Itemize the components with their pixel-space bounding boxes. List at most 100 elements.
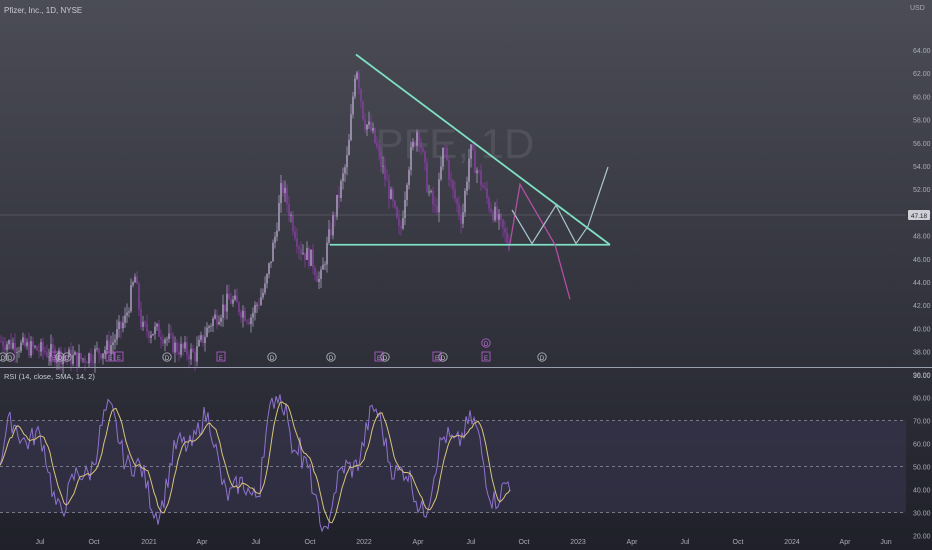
candle-body: [312, 249, 314, 268]
candle-body: [174, 342, 176, 353]
candle-body: [404, 199, 406, 219]
candle-body: [502, 219, 504, 229]
candle-body: [238, 302, 240, 313]
candle-body: [84, 358, 86, 363]
candle-body: [448, 159, 450, 180]
price-axis[interactable]: 64.0062.0060.0058.0056.0054.0052.0050.00…: [913, 48, 931, 380]
candle-body: [326, 242, 328, 265]
event-marker[interactable]: E: [481, 351, 491, 362]
candle-body: [362, 100, 364, 120]
candle-body: [86, 362, 88, 364]
candle-body: [208, 326, 210, 328]
event-marker[interactable]: E: [105, 351, 115, 362]
event-marker[interactable]: D: [380, 352, 390, 362]
event-marker[interactable]: D: [62, 352, 72, 362]
candle-body: [42, 342, 44, 352]
candlestick-series: [0, 69, 510, 375]
event-marker[interactable]: D: [326, 352, 336, 362]
event-marker-letter: D: [58, 356, 63, 362]
triangle-top-line[interactable]: [355, 53, 611, 246]
event-marker[interactable]: D: [438, 352, 448, 362]
rsi-axis[interactable]: 90.00 80.00 70.00 60.00 50.00 40.00 30.00 20.00: [913, 373, 931, 541]
candle-body: [296, 238, 298, 247]
candle-body: [34, 346, 36, 348]
candle-body: [88, 353, 90, 364]
candle-body: [176, 342, 178, 352]
candle-body: [60, 350, 62, 365]
event-marker[interactable]: D: [55, 352, 65, 362]
candle-body: [462, 212, 464, 224]
event-markers[interactable]: D D E D D E E D E D D E D E D E DD: [0, 338, 547, 362]
rsi-tick-label: 80.00: [913, 396, 931, 403]
rsi-title[interactable]: RSI (14, close, SMA, 14, 2): [4, 372, 95, 381]
candle-body: [278, 203, 280, 231]
bullish-projection-path[interactable]: [511, 166, 609, 245]
candle-body: [82, 358, 84, 360]
event-marker-letter: D: [540, 356, 545, 362]
candle-body: [360, 89, 362, 101]
event-marker[interactable]: D: [5, 352, 15, 362]
candle-body: [18, 351, 20, 352]
trendlines[interactable]: [330, 53, 611, 300]
candle-body: [136, 276, 138, 284]
candle-body: [8, 340, 10, 345]
candle-body: [330, 229, 332, 236]
candle-body: [120, 321, 122, 329]
rsi-tick-label: 40.00: [913, 488, 931, 495]
candle-body: [124, 315, 126, 323]
candle-body: [468, 158, 470, 182]
candle-body: [116, 329, 118, 340]
symbol-title[interactable]: Pfizer, Inc., 1D, NYSE: [4, 6, 82, 15]
event-marker[interactable]: E: [49, 351, 59, 362]
event-marker-letter: D: [383, 356, 388, 362]
event-marker[interactable]: E: [374, 351, 384, 362]
candle-body: [152, 333, 154, 336]
event-marker-letter: D: [165, 356, 170, 362]
candle-body: [470, 144, 472, 159]
price-tick-label: 64.00: [913, 48, 931, 55]
candle-body: [288, 204, 290, 216]
candle-body: [386, 179, 388, 181]
candle-body: [156, 323, 158, 327]
event-marker[interactable]: E: [114, 351, 124, 362]
event-marker[interactable]: D: [162, 352, 172, 362]
candle-body: [322, 264, 324, 270]
candle-body: [226, 293, 228, 312]
current-price-tag: 47.18: [908, 210, 930, 220]
event-marker[interactable]: D: [267, 352, 277, 362]
candle-body: [342, 173, 344, 182]
rsi-pane[interactable]: [0, 394, 906, 533]
candle-body: [64, 356, 66, 358]
event-marker[interactable]: E: [432, 351, 442, 362]
candle-body: [144, 321, 146, 324]
candle-body: [186, 342, 188, 355]
rsi-tick-label: 20.00: [913, 534, 931, 541]
time-tick-label: Oct: [89, 539, 100, 546]
candle-body: [356, 72, 358, 79]
candle-body: [410, 147, 412, 170]
candle-body: [282, 183, 284, 194]
candle-body: [438, 179, 440, 213]
candle-body: [450, 179, 452, 181]
candle-body: [250, 317, 252, 325]
time-axis[interactable]: Jul Oct 2021 Apr Jul Oct 2022 Apr Jul Oct 2023 Apr J…: [36, 539, 892, 546]
candle-body: [78, 353, 80, 367]
candle-body: [132, 282, 134, 286]
candle-body: [26, 342, 28, 346]
candle-body: [248, 321, 250, 325]
candle-body: [112, 342, 114, 346]
candle-body: [142, 321, 144, 327]
candle-body: [46, 352, 48, 357]
candle-body: [272, 242, 274, 262]
candle-body: [270, 261, 272, 264]
candle-body: [30, 341, 32, 356]
event-marker[interactable]: D: [0, 352, 8, 362]
candle-body: [432, 191, 434, 205]
candle-body: [490, 208, 492, 213]
event-marker[interactable]: E: [216, 351, 226, 362]
dividend-marker-upper[interactable]: D: [481, 338, 491, 348]
event-marker[interactable]: D: [537, 352, 547, 362]
price-pane[interactable]: PFE, 1D D D E D D E E D E D D E D E D E DD: [0, 53, 906, 375]
candle-body: [182, 343, 184, 349]
